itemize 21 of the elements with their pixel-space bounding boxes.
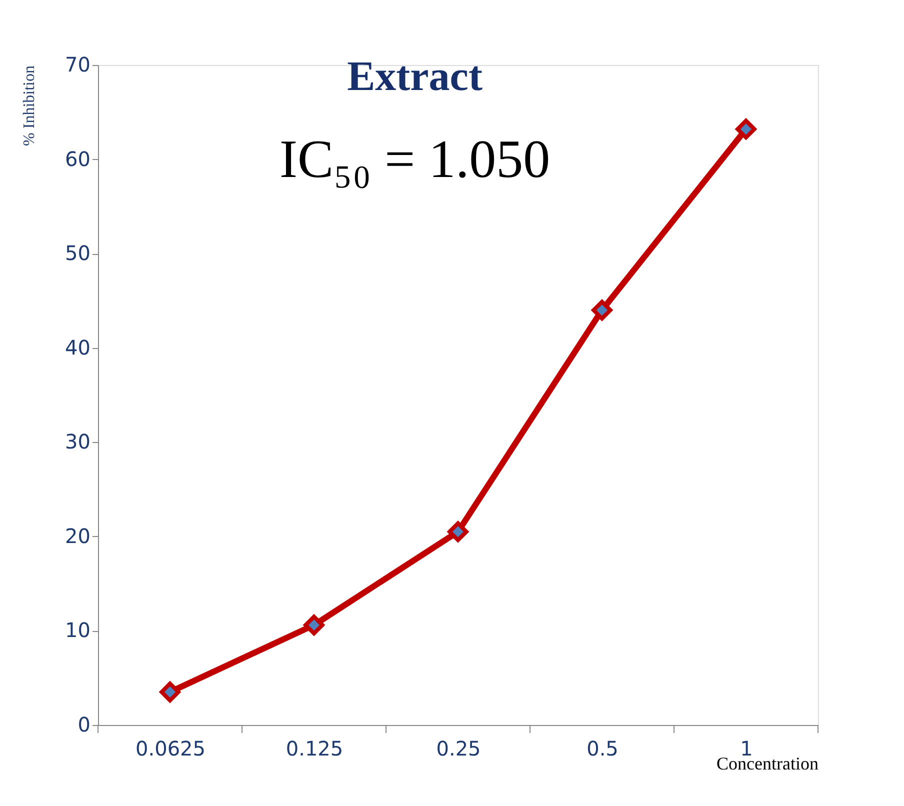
chart-title: Extract <box>347 54 482 100</box>
x-tick-label: 0.0625 <box>136 736 206 760</box>
point <box>736 118 756 140</box>
y-tick-label: 50 <box>65 241 90 266</box>
point <box>448 521 468 542</box>
point <box>304 614 324 636</box>
x-tick-label: 1 <box>740 736 753 760</box>
y-tick-label: 10 <box>65 618 90 642</box>
annotation: IC₅₀ = 1.050 <box>279 129 550 189</box>
y-tick-label: 20 <box>65 524 90 548</box>
y-axis-title: % Inhibition <box>21 66 38 146</box>
x-tick-label: 0.5 <box>586 736 618 760</box>
x-tick-label: 0.25 <box>436 736 481 760</box>
y-tick-label: 60 <box>65 146 90 171</box>
y-tick-label: 0 <box>78 712 90 736</box>
point <box>592 300 612 321</box>
y-tick-label: 30 <box>65 430 90 454</box>
x-tick-label: 0.125 <box>286 736 344 760</box>
y-tick-label: 70 <box>65 52 90 76</box>
point <box>160 682 180 702</box>
y-tick-label: 40 <box>65 335 90 360</box>
